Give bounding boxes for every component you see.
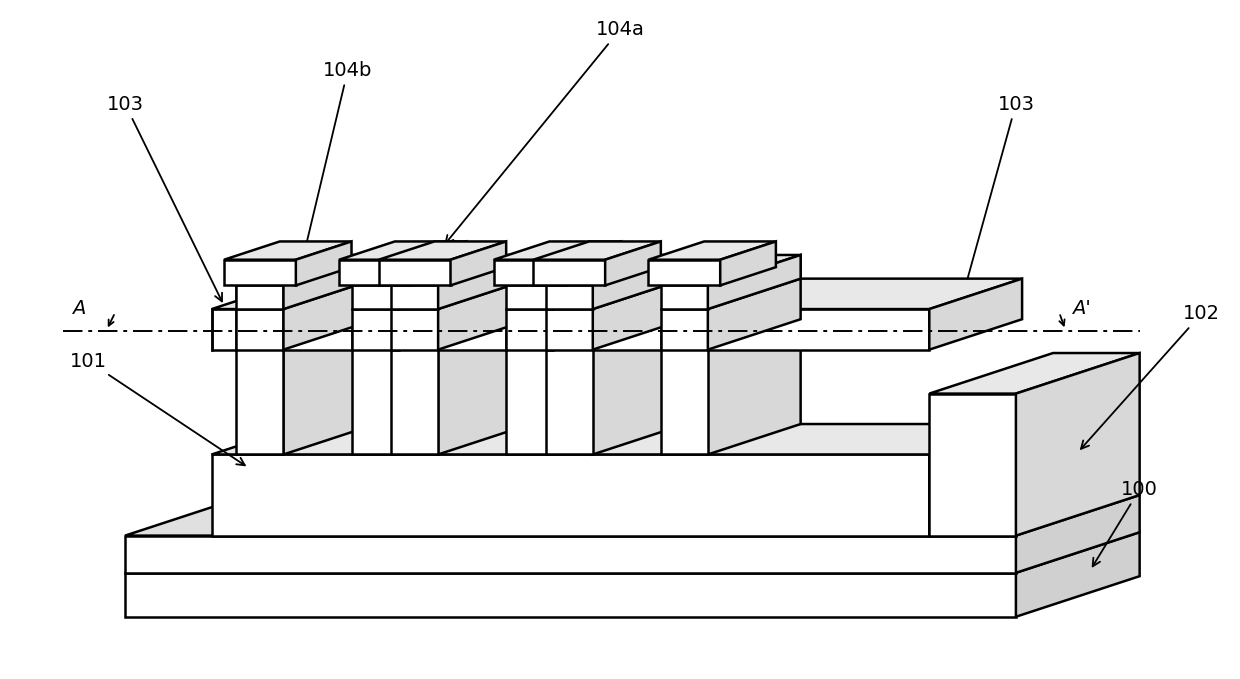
Polygon shape bbox=[398, 278, 491, 350]
Polygon shape bbox=[237, 285, 284, 454]
Text: 102: 102 bbox=[1081, 304, 1220, 449]
Polygon shape bbox=[125, 532, 1140, 573]
Polygon shape bbox=[708, 255, 801, 454]
Polygon shape bbox=[351, 255, 491, 285]
Polygon shape bbox=[1016, 495, 1140, 573]
Polygon shape bbox=[284, 278, 444, 309]
Polygon shape bbox=[212, 309, 237, 350]
Polygon shape bbox=[284, 309, 351, 350]
Polygon shape bbox=[351, 309, 398, 350]
Polygon shape bbox=[593, 255, 686, 309]
Polygon shape bbox=[506, 255, 646, 285]
Polygon shape bbox=[398, 255, 491, 454]
Polygon shape bbox=[284, 255, 376, 454]
Polygon shape bbox=[546, 285, 593, 454]
Polygon shape bbox=[553, 278, 646, 350]
Polygon shape bbox=[553, 255, 646, 454]
Text: 103: 103 bbox=[107, 94, 222, 301]
Text: A: A bbox=[72, 299, 86, 318]
Polygon shape bbox=[929, 394, 1016, 536]
Polygon shape bbox=[593, 255, 686, 454]
Polygon shape bbox=[708, 255, 801, 309]
Polygon shape bbox=[661, 285, 708, 309]
Polygon shape bbox=[125, 573, 1016, 617]
Polygon shape bbox=[438, 278, 599, 309]
Polygon shape bbox=[378, 259, 450, 285]
Polygon shape bbox=[494, 242, 621, 259]
Polygon shape bbox=[546, 285, 593, 309]
Text: 100: 100 bbox=[1092, 480, 1158, 566]
Polygon shape bbox=[605, 242, 661, 285]
Text: 104a: 104a bbox=[445, 20, 645, 244]
Polygon shape bbox=[296, 242, 351, 285]
Polygon shape bbox=[340, 259, 410, 285]
Polygon shape bbox=[546, 255, 686, 285]
Polygon shape bbox=[237, 309, 284, 350]
Polygon shape bbox=[212, 454, 929, 536]
Polygon shape bbox=[212, 424, 1022, 454]
Polygon shape bbox=[533, 259, 605, 285]
Polygon shape bbox=[125, 536, 1016, 573]
Text: 101: 101 bbox=[69, 352, 244, 465]
Polygon shape bbox=[284, 255, 376, 309]
Polygon shape bbox=[351, 285, 398, 454]
Polygon shape bbox=[553, 255, 646, 309]
Polygon shape bbox=[708, 278, 801, 350]
Polygon shape bbox=[224, 242, 351, 259]
Polygon shape bbox=[450, 242, 506, 285]
Polygon shape bbox=[398, 255, 491, 309]
Polygon shape bbox=[661, 309, 708, 350]
Polygon shape bbox=[708, 278, 1022, 309]
Polygon shape bbox=[391, 309, 438, 350]
Polygon shape bbox=[593, 309, 661, 350]
Polygon shape bbox=[506, 285, 553, 309]
Polygon shape bbox=[929, 424, 1022, 536]
Text: 104b: 104b bbox=[285, 61, 372, 325]
Polygon shape bbox=[410, 242, 466, 285]
Polygon shape bbox=[649, 259, 720, 285]
Polygon shape bbox=[237, 285, 284, 309]
Polygon shape bbox=[708, 309, 929, 350]
Polygon shape bbox=[1016, 353, 1140, 536]
Polygon shape bbox=[661, 285, 708, 454]
Polygon shape bbox=[438, 309, 506, 350]
Polygon shape bbox=[438, 278, 531, 350]
Polygon shape bbox=[340, 242, 466, 259]
Polygon shape bbox=[506, 309, 553, 350]
Polygon shape bbox=[649, 242, 776, 259]
Polygon shape bbox=[391, 285, 438, 309]
Polygon shape bbox=[212, 278, 330, 309]
Polygon shape bbox=[284, 278, 376, 350]
Polygon shape bbox=[391, 255, 531, 285]
Polygon shape bbox=[533, 242, 661, 259]
Polygon shape bbox=[661, 255, 801, 285]
Polygon shape bbox=[438, 255, 531, 309]
Polygon shape bbox=[506, 285, 553, 454]
Polygon shape bbox=[1016, 532, 1140, 617]
Polygon shape bbox=[494, 259, 565, 285]
Polygon shape bbox=[438, 255, 531, 454]
Text: A': A' bbox=[1071, 299, 1090, 318]
Polygon shape bbox=[593, 278, 686, 350]
Text: 103: 103 bbox=[963, 94, 1034, 289]
Polygon shape bbox=[125, 495, 1140, 536]
Polygon shape bbox=[929, 353, 1140, 394]
Polygon shape bbox=[237, 255, 376, 285]
Polygon shape bbox=[378, 242, 506, 259]
Polygon shape bbox=[391, 285, 438, 454]
Polygon shape bbox=[565, 242, 621, 285]
Polygon shape bbox=[593, 278, 754, 309]
Polygon shape bbox=[351, 285, 398, 309]
Polygon shape bbox=[929, 278, 1022, 350]
Polygon shape bbox=[720, 242, 776, 285]
Polygon shape bbox=[546, 309, 593, 350]
Polygon shape bbox=[224, 259, 296, 285]
